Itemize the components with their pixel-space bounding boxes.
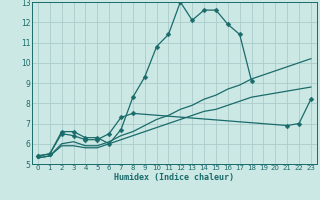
X-axis label: Humidex (Indice chaleur): Humidex (Indice chaleur) — [115, 173, 234, 182]
